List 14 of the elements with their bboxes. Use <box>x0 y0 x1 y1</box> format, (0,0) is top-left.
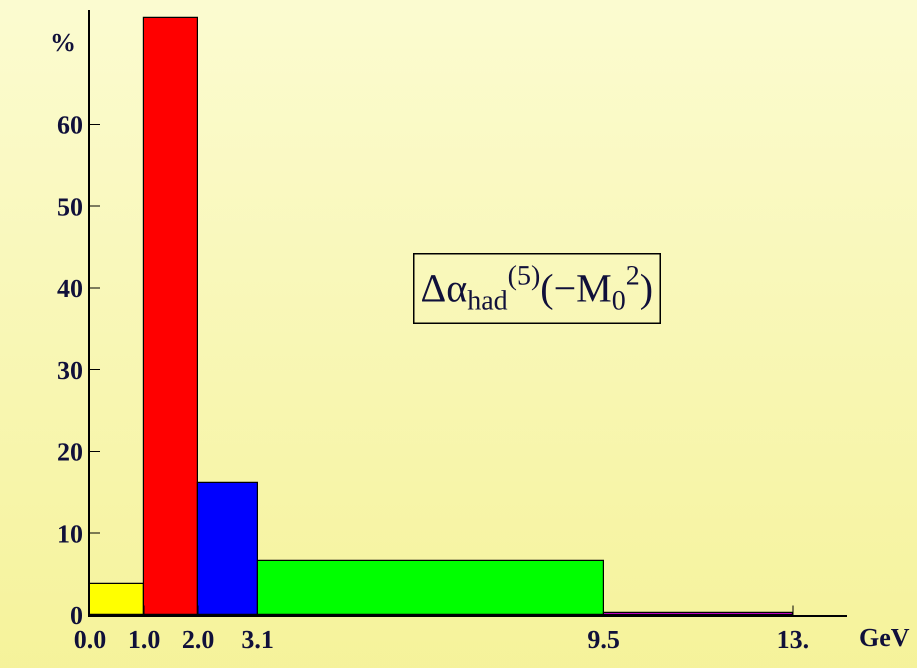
y-tick-label: 30 <box>57 356 84 385</box>
x-tick-label: 13. <box>776 624 810 654</box>
x-tick-label: 1.0 <box>128 624 160 654</box>
y-tick-label: 40 <box>57 274 84 304</box>
y-tick-label: 50 <box>57 192 84 222</box>
x-tick-label: 3.1 <box>241 624 274 654</box>
y-tick-label: 60 <box>57 110 84 140</box>
annotation: Δα$_{had}$$^{(5)}$(−M$_{0}$$^{2}$) <box>420 260 654 317</box>
x-tick-label: 2.0 <box>182 624 214 654</box>
y-tick-label: 10 <box>57 519 84 548</box>
y-axis-title: % <box>50 28 76 57</box>
y-tick-label: 20 <box>57 438 84 467</box>
x-tick-label: 9.5 <box>587 624 620 654</box>
x-axis-title: GeV <box>859 623 910 652</box>
